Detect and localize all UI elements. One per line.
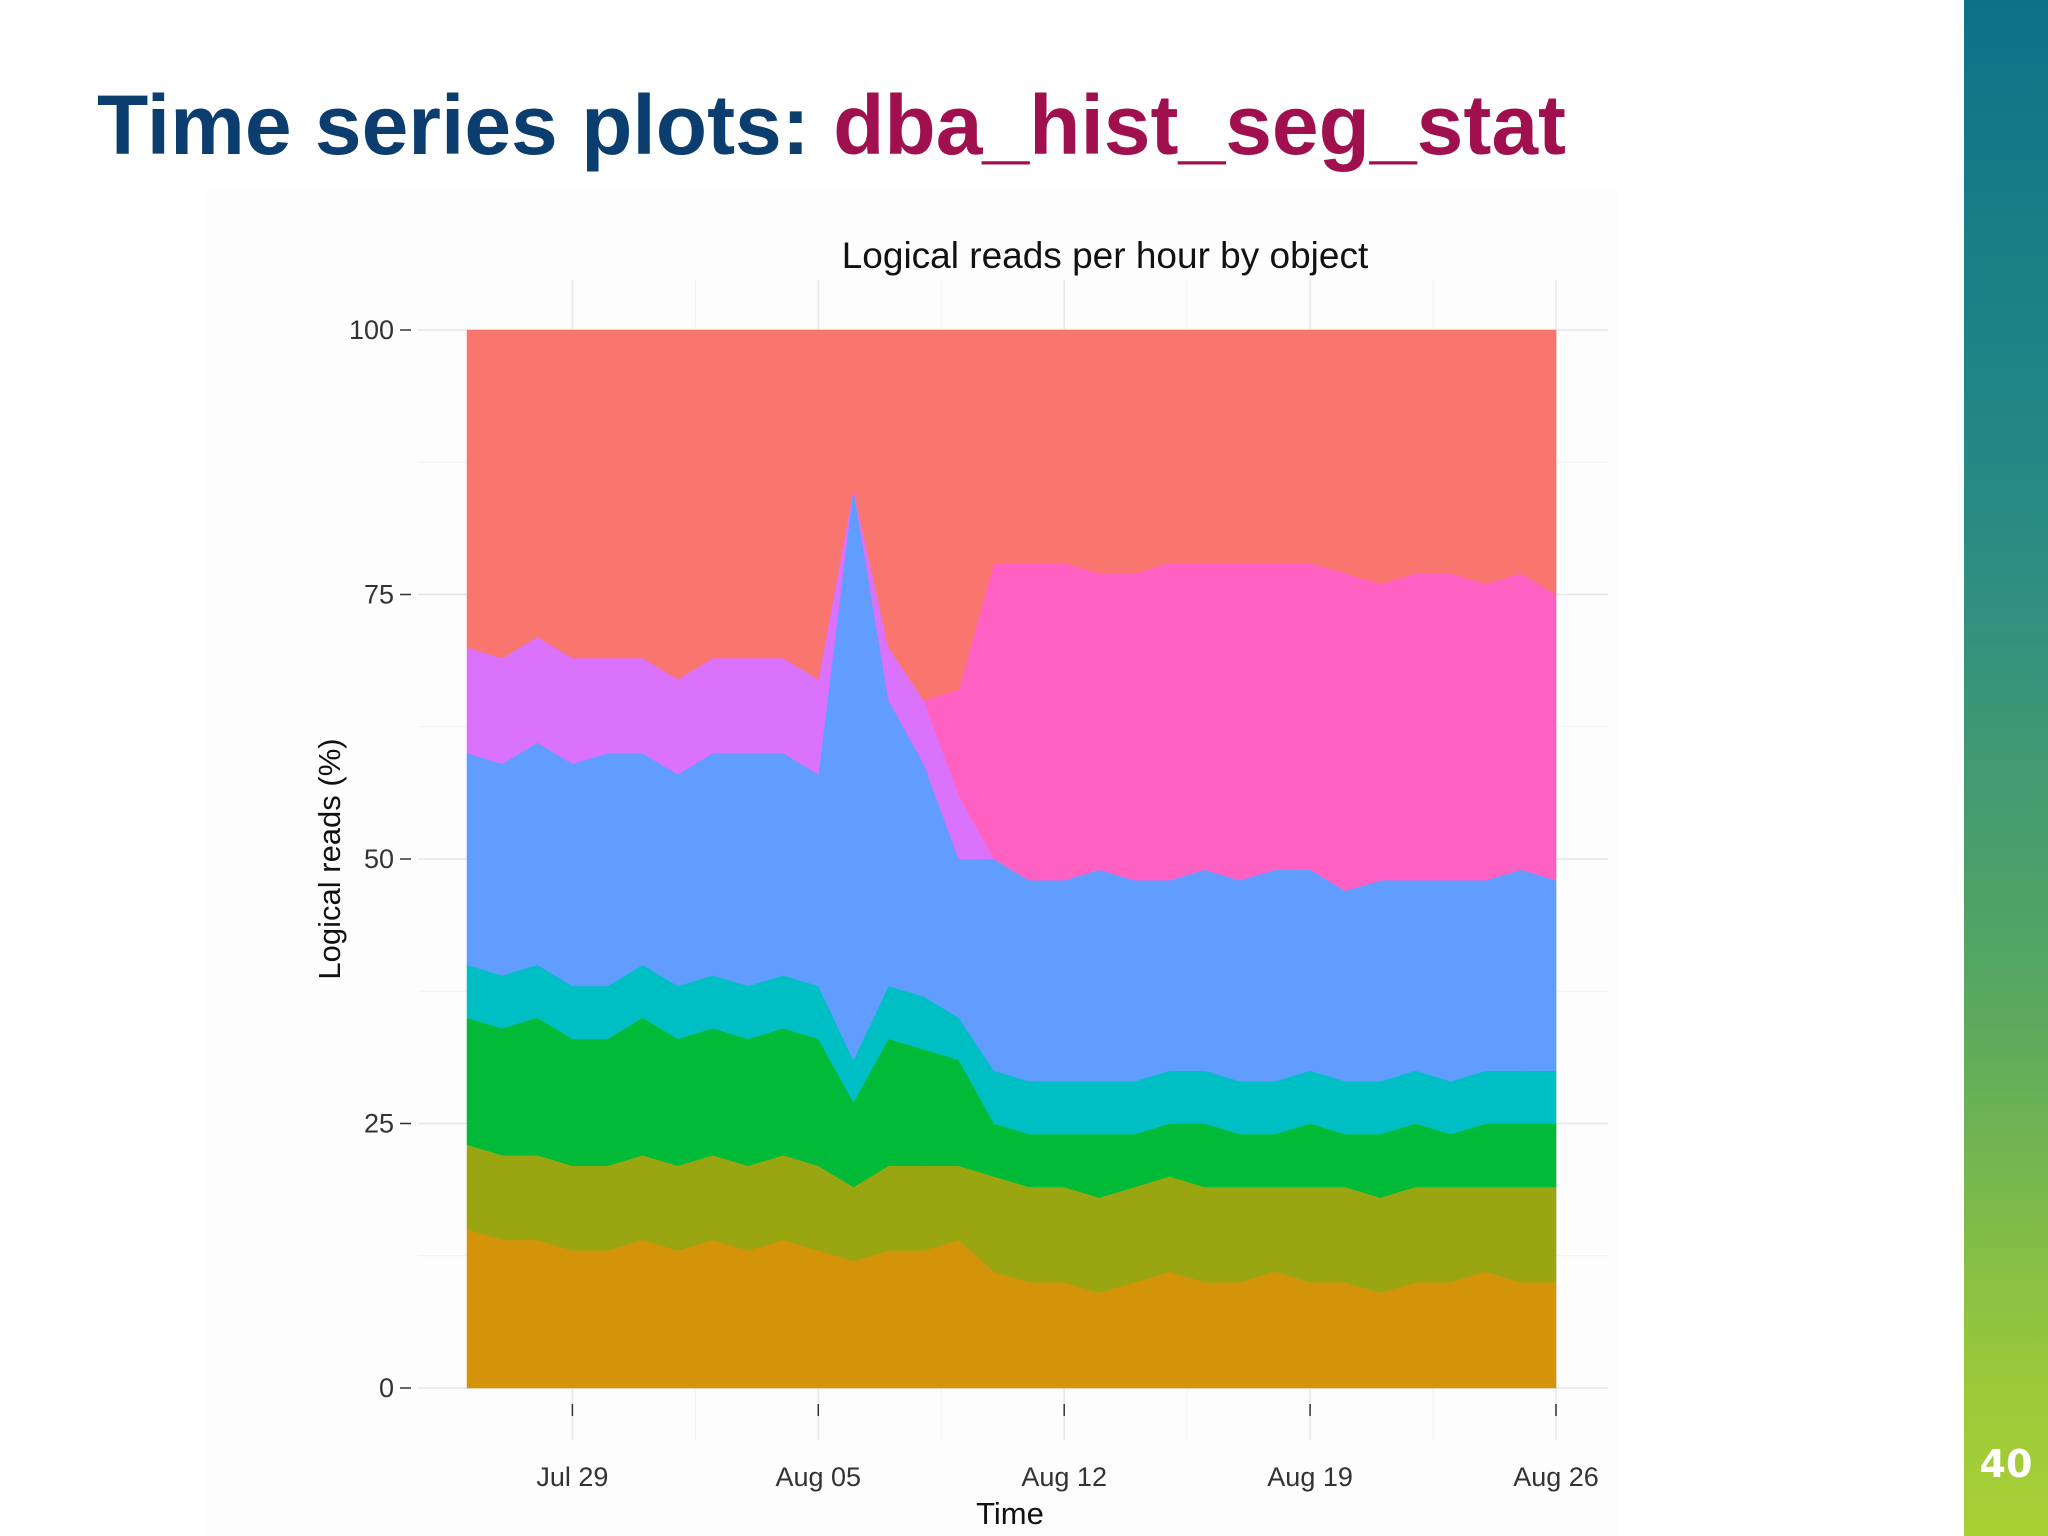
chart-title: Logical reads per hour by object xyxy=(842,235,1369,276)
x-tick-label: Aug 05 xyxy=(776,1462,862,1492)
area-series xyxy=(466,329,1557,701)
y-tick-label: 25 xyxy=(364,1109,394,1139)
x-tick-label: Aug 26 xyxy=(1513,1462,1599,1492)
slide-title: Time series plots: dba_hist_seg_stat xyxy=(97,75,1566,175)
x-tick-label: Aug 19 xyxy=(1267,1462,1353,1492)
x-tick-label: Aug 12 xyxy=(1021,1462,1107,1492)
y-tick-label: 50 xyxy=(364,844,394,874)
y-tick-label: 75 xyxy=(364,580,394,610)
y-tick-label: 100 xyxy=(349,315,394,345)
side-accent-bar xyxy=(1964,0,2048,1536)
slide-title-accent: dba_hist_seg_stat xyxy=(833,78,1567,172)
y-tick-label: 0 xyxy=(379,1373,394,1403)
axis-layer: 0 25 50 75 100 Jul 29 Aug 05 Aug 12 Aug 19 Aug 26 xyxy=(349,315,1599,1492)
page-number: 40 xyxy=(1979,1442,2033,1486)
x-tick-label: Jul 29 xyxy=(536,1462,608,1492)
area-layer xyxy=(466,329,1557,1389)
stacked-area-chart: 0 25 50 75 100 Jul 29 Aug 05 Aug 12 Aug 19 Aug 26… xyxy=(312,235,1608,1531)
y-axis-label: Logical reads (%) xyxy=(312,738,347,979)
x-axis-label: Time xyxy=(976,1496,1044,1531)
slide-title-main: Time series plots: xyxy=(97,78,834,172)
